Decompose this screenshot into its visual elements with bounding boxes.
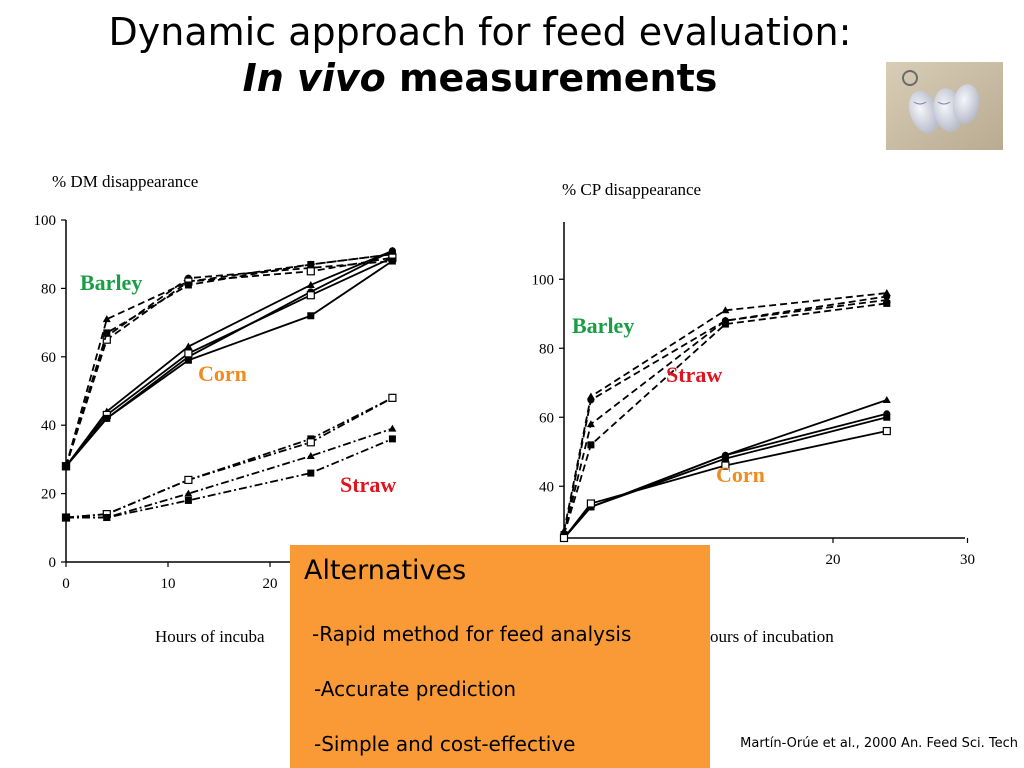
series-line-barley [563,302,887,535]
data-point-barley [307,260,315,268]
data-point-straw [184,475,193,485]
data-point-barley [587,441,595,449]
title-line-2: In vivo measurements [0,56,960,100]
data-point-corn [184,356,192,364]
data-point-corn [388,257,396,265]
series-line-straw [65,397,393,519]
data-point-corn [721,461,730,470]
data-point-barley [586,420,595,428]
data-point-corn [184,342,193,350]
series-line-corn [563,416,888,539]
data-point-barley [721,320,729,328]
data-point-straw [103,514,111,522]
data-point-barley [184,281,192,289]
data-point-straw [388,393,397,402]
y-tick-label: 80 [41,281,56,297]
y-tick-label: 40 [539,479,554,495]
data-point-corn [306,280,315,288]
series-label-corn: Corn [198,361,247,386]
series-line-straw [65,397,393,519]
y-tick-label: 40 [41,418,56,434]
title-line-1: Dynamic approach for feed evaluation: [108,10,852,54]
citation: Martín-Orúe et al., 2000 An. Feed Sci. T… [740,736,1018,751]
series-line-barley [563,299,887,535]
data-point-barley [587,396,595,404]
alternatives-box: Alternatives -Rapid method for feed anal… [290,545,710,768]
title-rest: measurements [385,56,718,100]
series-label-barley: Barley [80,270,142,295]
x-tick-label: 20 [263,576,278,592]
alternative-item-1: -Rapid method for feed analysis [312,622,632,646]
data-point-corn [882,426,891,436]
data-point-corn [586,499,596,508]
data-point-corn [103,414,111,422]
y-axis-label: % DM disappearance [52,172,198,191]
data-point-straw [306,451,315,459]
series-label-corn: Corn [716,462,765,487]
x-axis-label: Hours of incuba [155,627,265,646]
data-point-straw [184,489,193,497]
data-point-corn [307,312,315,320]
data-point-corn [883,413,891,421]
data-point-corn [306,291,315,300]
data-point-corn [882,396,891,403]
data-point-barley [721,306,730,314]
y-tick-label: 100 [532,272,555,288]
data-point-barley [102,315,111,323]
rumen-bag-photo [886,62,1003,150]
y-tick-label: 60 [539,410,554,426]
data-point-straw [184,496,192,504]
y-tick-label: 60 [41,350,56,366]
x-tick-label: 20 [826,552,841,568]
data-point-barley [306,267,315,276]
data-point-corn [559,533,569,543]
x-tick-label: 0 [62,576,70,592]
series-label-straw: Straw [340,472,396,497]
data-point-straw [306,438,315,447]
series-label-barley: Barley [572,313,634,338]
data-point-straw [388,424,397,432]
alternative-item-2: -Accurate prediction [314,677,517,701]
y-tick-label: 0 [49,555,57,571]
alternatives-title: Alternatives [304,555,467,586]
series-label-straw: Straw [666,362,722,387]
y-tick-label: 80 [539,341,554,357]
series-line-corn [563,430,887,539]
data-point-barley [103,329,111,337]
data-point-corn [184,349,193,358]
x-tick-label: 10 [161,576,176,592]
data-point-corn [388,247,396,255]
series-line-barley [563,295,887,535]
y-tick-label: 20 [41,487,56,503]
slide-title: Dynamic approach for feed evaluation: In… [0,8,960,100]
data-point-straw [388,435,396,443]
data-point-barley [883,299,891,307]
x-tick-label: 30 [960,552,975,568]
alternative-item-3: -Simple and cost-effective [314,732,576,756]
y-axis-label: % CP disappearance [562,180,701,199]
data-point-straw [307,469,315,477]
title-italic: In vivo [242,56,386,100]
data-point-corn [721,455,729,463]
x-axis-label: ours of incubation [710,627,834,646]
data-point-corn [62,462,70,470]
y-tick-label: 100 [34,213,57,229]
data-point-straw [62,514,70,522]
